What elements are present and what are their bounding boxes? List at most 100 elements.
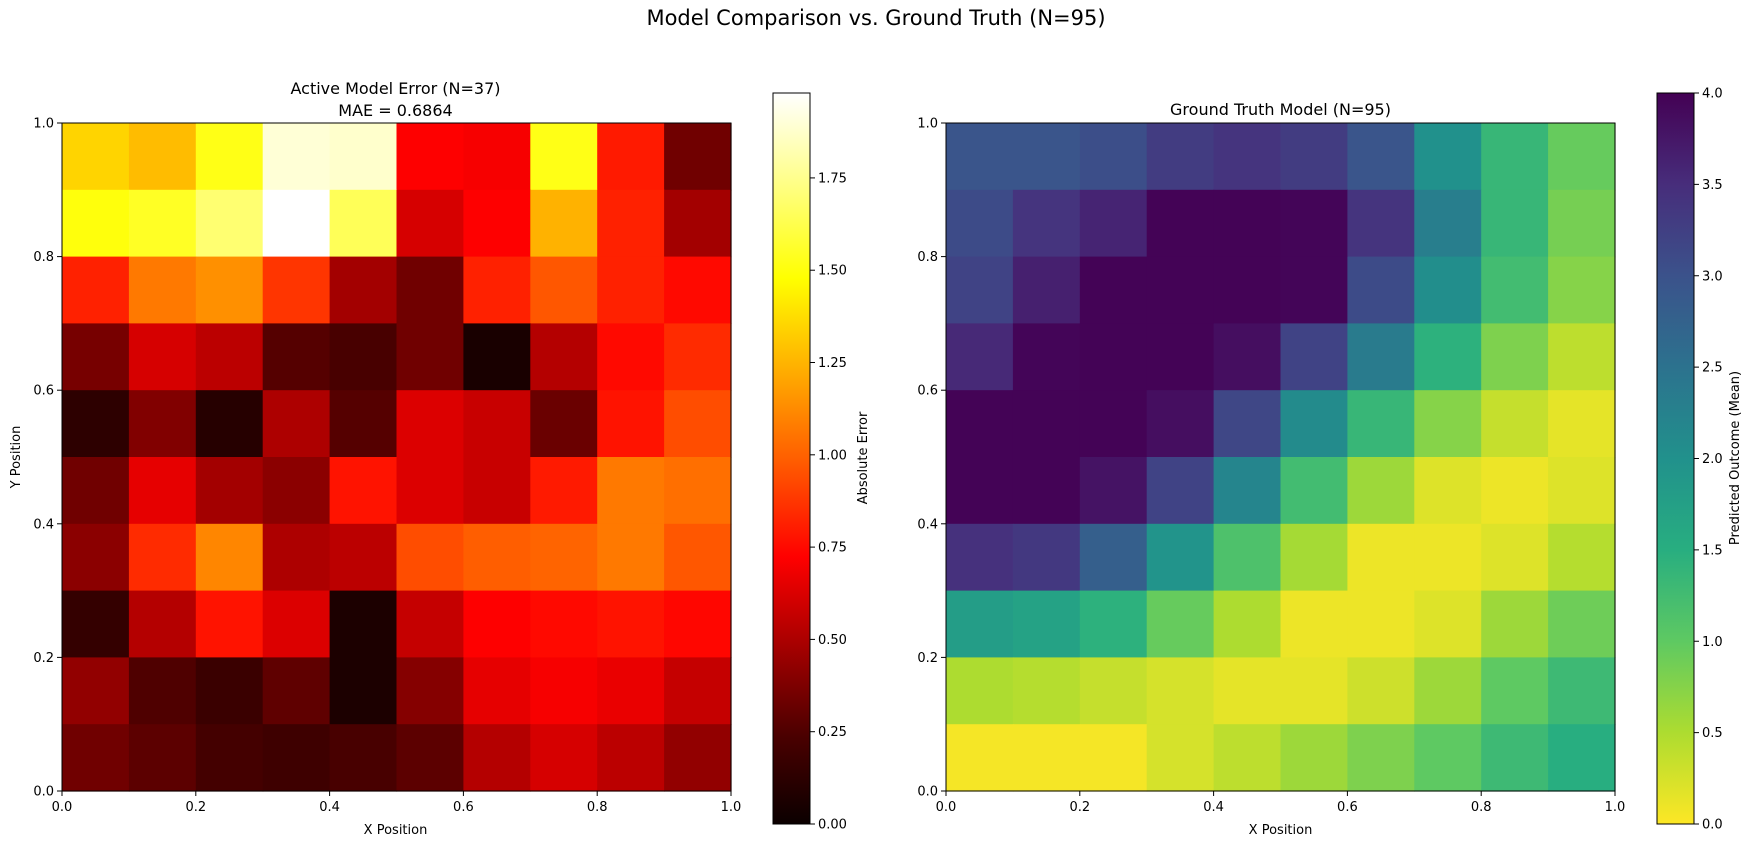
left-heatmap-cell-r5-c2	[195, 457, 264, 525]
right-heatmap-cell-r7-c8	[1481, 590, 1549, 658]
left-heatmap-cell-r1-c4	[329, 189, 398, 258]
left-heatmap-cell-r4-c0	[62, 390, 130, 458]
right-heatmap-cell-r4-c3	[1146, 390, 1215, 458]
right-heatmap-cell-r0-c5	[1280, 123, 1348, 191]
left-heatmap-cell-r5-c3	[262, 457, 331, 525]
left-heatmap-cell-r7-c2	[195, 590, 264, 658]
left-heatmap-cell-r0-c1	[128, 123, 197, 191]
left-heatmap-cell-r2-c5	[396, 256, 464, 324]
right-x-tick-label: 0.0	[936, 800, 957, 815]
left-heatmap-cell-r3-c6	[463, 323, 531, 391]
left-colorbar-tick-label: 1.25	[818, 356, 847, 371]
right-y-tick-label: 0.6	[917, 384, 938, 399]
left-chart-title: Active Model Error (N=37)	[290, 79, 500, 98]
right-heatmap-cell-r4-c0	[946, 390, 1014, 458]
right-heatmap-cell-r3-c4	[1213, 323, 1282, 391]
right-heatmap-cell-r2-c9	[1548, 256, 1616, 324]
right-heatmap-cell-r9-c8	[1481, 724, 1549, 792]
right-chart-title: Ground Truth Model (N=95)	[1170, 100, 1391, 119]
right-heatmap-cell-r1-c6	[1347, 189, 1415, 258]
left-heatmap-cell-r1-c9	[664, 189, 732, 258]
left-heatmap-cell-r6-c2	[195, 523, 264, 592]
left-heatmap-cell-r1-c6	[463, 189, 531, 258]
left-heatmap-cell-r7-c4	[329, 590, 398, 658]
left-x-tick-label: 0.8	[587, 800, 608, 815]
right-heatmap-cell-r7-c6	[1347, 590, 1415, 658]
right-colorbar: 0.0 0.5 1.0 1.5 2.0 2.5 3.0 3.5 4.0 Predicted Ou…	[1656, 87, 1743, 833]
right-heatmap-cell-r2-c6	[1347, 256, 1415, 324]
right-heatmap-cell-r2-c8	[1481, 256, 1549, 324]
left-heatmap-cell-r0-c2	[195, 123, 264, 191]
right-heatmap-cell-r7-c1	[1012, 590, 1081, 658]
left-heatmap-cell-r2-c9	[664, 256, 732, 324]
right-heatmap-cell-r1-c0	[946, 189, 1014, 258]
left-heatmap-panel: Active Model Error (N=37) MAE = 0.6864 0…	[9, 79, 741, 838]
left-colorbar-gradient	[772, 92, 811, 825]
left-y-tick-label: 1.0	[33, 117, 54, 132]
right-y-tick-label: 1.0	[917, 117, 938, 132]
right-heatmap-cell-r0-c6	[1347, 123, 1415, 191]
right-colorbar-tick-label: 2.0	[1702, 452, 1723, 467]
left-heatmap-cell-r6-c3	[262, 523, 331, 592]
right-heatmap-cell-r3-c0	[946, 323, 1014, 391]
right-heatmap-cell-r3-c3	[1146, 323, 1215, 391]
left-heatmap-cells	[62, 123, 732, 792]
right-x-tick-label: 0.6	[1337, 800, 1358, 815]
right-heatmap-cell-r3-c1	[1012, 323, 1081, 391]
right-heatmap-cell-r2-c1	[1012, 256, 1081, 324]
left-heatmap-cell-r2-c1	[128, 256, 197, 324]
left-heatmap-cell-r8-c9	[664, 657, 732, 725]
left-heatmap-cell-r3-c9	[664, 323, 732, 391]
right-heatmap-cells	[946, 123, 1616, 792]
left-y-tick-label: 0.4	[33, 517, 54, 532]
left-colorbar-tick-label: 0.25	[818, 725, 847, 740]
right-heatmap-cell-r7-c0	[946, 590, 1014, 658]
right-heatmap-cell-r1-c4	[1213, 189, 1282, 258]
right-heatmap-cell-r9-c5	[1280, 724, 1348, 792]
left-heatmap-cell-r6-c4	[329, 523, 398, 592]
right-heatmap-cell-r0-c2	[1079, 123, 1148, 191]
right-colorbar-tick-label: 0.0	[1702, 818, 1723, 833]
right-heatmap-cell-r1-c2	[1079, 189, 1148, 258]
left-heatmap-cell-r8-c7	[530, 657, 598, 725]
left-y-tick-label: 0.0	[33, 785, 54, 800]
right-x-tick-label: 0.2	[1069, 800, 1090, 815]
left-heatmap-cell-r0-c5	[396, 123, 464, 191]
right-heatmap-cell-r7-c2	[1079, 590, 1148, 658]
right-heatmap-cell-r3-c5	[1280, 323, 1348, 391]
right-heatmap-cell-r8-c4	[1213, 657, 1282, 725]
right-heatmap-cell-r1-c5	[1280, 189, 1348, 258]
left-x-tick-label: 0.6	[453, 800, 474, 815]
left-x-axis-label: X Position	[364, 823, 428, 838]
left-heatmap-cell-r2-c4	[329, 256, 398, 324]
right-heatmap-cell-r0-c3	[1146, 123, 1215, 191]
right-heatmap-cell-r7-c7	[1414, 590, 1482, 658]
left-colorbar-tick-label: 1.50	[818, 264, 847, 279]
right-plot-frame	[945, 122, 1616, 792]
left-colorbar-tick-label: 0.75	[818, 541, 847, 556]
right-x-tick-label: 0.4	[1203, 800, 1224, 815]
right-heatmap-cell-r4-c5	[1280, 390, 1348, 458]
right-heatmap-cell-r9-c7	[1414, 724, 1482, 792]
right-heatmap-cell-r6-c1	[1012, 523, 1081, 592]
right-x-axis-label: X Position	[1249, 823, 1313, 838]
left-colorbar-tick-label: 0.00	[818, 818, 847, 833]
left-heatmap-cell-r4-c4	[329, 390, 398, 458]
left-heatmap-cell-r0-c8	[597, 123, 665, 191]
left-heatmap-cell-r4-c1	[128, 390, 197, 458]
left-heatmap-cell-r0-c6	[463, 123, 531, 191]
right-heatmap-cell-r5-c0	[946, 457, 1014, 525]
left-heatmap-cell-r9-c2	[195, 724, 264, 792]
right-x-axis-ticks: 0.0 0.2 0.4 0.6 0.8 1.0	[936, 791, 1625, 815]
right-colorbar-label: Predicted Outcome (Mean)	[1728, 371, 1743, 545]
right-heatmap-cell-r2-c2	[1079, 256, 1148, 324]
right-heatmap-cell-r5-c8	[1481, 457, 1549, 525]
left-chart-subtitle: MAE = 0.6864	[338, 101, 452, 120]
left-y-tick-label: 0.6	[33, 384, 54, 399]
left-colorbar-ticks: 0.00 0.25 0.50 0.75 1.00 1.25 1.50 1.75	[810, 171, 847, 833]
left-y-axis-ticks: 0.0 0.2 0.4 0.6 0.8 1.0	[33, 117, 62, 800]
right-heatmap-cell-r4-c8	[1481, 390, 1549, 458]
right-heatmap-cell-r7-c5	[1280, 590, 1348, 658]
left-x-tick-label: 0.2	[185, 800, 206, 815]
left-heatmap-cell-r0-c7	[530, 123, 598, 191]
